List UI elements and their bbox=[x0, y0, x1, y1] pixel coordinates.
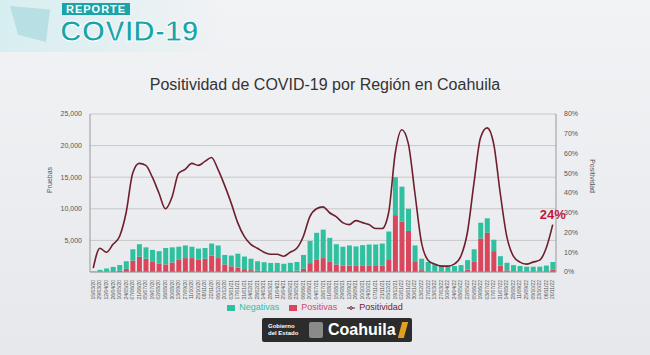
svg-text:16/01/22: 16/01/22 bbox=[405, 280, 411, 300]
svg-text:24/10/21: 24/10/21 bbox=[365, 280, 371, 300]
html-text:Positivas: Positivas bbox=[301, 302, 338, 312]
svg-text:15/08/21: 15/08/21 bbox=[333, 280, 339, 300]
svg-text:08/11/20: 08/11/20 bbox=[201, 280, 207, 299]
svg-text:10%: 10% bbox=[564, 249, 578, 256]
svg-text:04/07/21: 04/07/21 bbox=[313, 280, 319, 300]
svg-text:20,000: 20,000 bbox=[61, 142, 83, 149]
svg-text:09/10/22: 09/10/22 bbox=[530, 280, 536, 300]
svg-text:Pruebas: Pruebas bbox=[46, 166, 53, 193]
svg-text:22/11/20: 22/11/20 bbox=[208, 280, 214, 299]
svg-text:08/05/22: 08/05/22 bbox=[457, 280, 463, 300]
svg-text:11/09/22: 11/09/22 bbox=[516, 280, 522, 299]
svg-text:19/06/22: 19/06/22 bbox=[477, 280, 483, 300]
svg-text:23/05/21: 23/05/21 bbox=[293, 280, 299, 300]
svg-text:10,000: 10,000 bbox=[61, 205, 83, 212]
svg-text:12/04/20: 12/04/20 bbox=[103, 280, 109, 300]
svg-text:21/06/20: 21/06/20 bbox=[136, 280, 142, 300]
svg-text:13/09/20: 13/09/20 bbox=[175, 280, 181, 300]
svg-text:29/08/21: 29/08/21 bbox=[339, 280, 345, 300]
svg-text:16/08/20: 16/08/20 bbox=[162, 280, 168, 300]
svg-text:27/03/22: 27/03/22 bbox=[438, 280, 444, 300]
svg-text:24%: 24% bbox=[540, 207, 566, 222]
svg-text:25/04/21: 25/04/21 bbox=[280, 280, 286, 300]
svg-text:31/07/22: 31/07/22 bbox=[497, 280, 503, 300]
svg-text:30/08/20: 30/08/20 bbox=[169, 280, 175, 300]
svg-text:27/09/20: 27/09/20 bbox=[182, 280, 188, 300]
svg-text:5,000: 5,000 bbox=[64, 237, 82, 244]
svg-text:27/02/22: 27/02/22 bbox=[425, 280, 431, 300]
svg-text:26/04/20: 26/04/20 bbox=[110, 280, 116, 300]
svg-text:06/12/20: 06/12/20 bbox=[215, 280, 221, 300]
svg-text:05/12/21: 05/12/21 bbox=[385, 280, 391, 300]
svg-text:03/01/21: 03/01/21 bbox=[228, 280, 234, 300]
svg-text:19/12/21: 19/12/21 bbox=[392, 280, 398, 300]
svg-text:09/05/21: 09/05/21 bbox=[287, 280, 293, 300]
svg-text:11/04/21: 11/04/21 bbox=[274, 280, 280, 299]
svg-text:12/09/21: 12/09/21 bbox=[346, 280, 352, 300]
svg-text:20/11/22: 20/11/22 bbox=[549, 280, 555, 299]
svg-text:21/11/21: 21/11/21 bbox=[379, 280, 385, 299]
svg-text:14/02/21: 14/02/21 bbox=[247, 280, 253, 300]
svg-text:Positividad: Positividad bbox=[589, 159, 596, 193]
svg-text:26/09/21: 26/09/21 bbox=[352, 280, 358, 300]
svg-text:07/06/20: 07/06/20 bbox=[129, 280, 135, 300]
svg-text:14/03/21: 14/03/21 bbox=[260, 280, 266, 300]
svg-text:24/04/22: 24/04/22 bbox=[451, 280, 457, 300]
svg-text:06/06/21: 06/06/21 bbox=[300, 280, 306, 300]
svg-text:10/04/22: 10/04/22 bbox=[444, 280, 450, 300]
svg-text:30/01/22: 30/01/22 bbox=[411, 280, 417, 300]
svg-text:29/03/20: 29/03/20 bbox=[96, 280, 102, 300]
svg-text:23/10/22: 23/10/22 bbox=[536, 280, 542, 300]
html-text:Positividad: Positividad bbox=[359, 302, 403, 312]
svg-text:10/05/20: 10/05/20 bbox=[116, 280, 122, 300]
svg-text:17/07/22: 17/07/22 bbox=[490, 280, 496, 300]
svg-text:50%: 50% bbox=[564, 170, 578, 177]
svg-text:06/11/22: 06/11/22 bbox=[543, 280, 549, 299]
svg-text:28/03/21: 28/03/21 bbox=[267, 280, 273, 300]
svg-text:15,000: 15,000 bbox=[61, 174, 83, 181]
svg-text:02/01/22: 02/01/22 bbox=[398, 280, 404, 300]
svg-text:14/08/22: 14/08/22 bbox=[503, 280, 509, 300]
svg-text:07/11/21: 07/11/21 bbox=[372, 280, 378, 299]
svg-text:11/10/20: 11/10/20 bbox=[188, 280, 194, 299]
svg-text:70%: 70% bbox=[564, 130, 578, 137]
svg-text:28/02/21: 28/02/21 bbox=[254, 280, 260, 300]
svg-text:18/07/21: 18/07/21 bbox=[320, 280, 326, 300]
svg-text:17/01/21: 17/01/21 bbox=[234, 280, 240, 300]
svg-text:10/10/21: 10/10/21 bbox=[359, 280, 365, 300]
svg-text:25/10/20: 25/10/20 bbox=[195, 280, 201, 300]
svg-text:0%: 0% bbox=[564, 268, 574, 275]
svg-text:28/08/22: 28/08/22 bbox=[510, 280, 516, 300]
svg-text:30%: 30% bbox=[564, 209, 578, 216]
svg-text:13/03/22: 13/03/22 bbox=[431, 280, 437, 300]
svg-text:13/02/22: 13/02/22 bbox=[418, 280, 424, 300]
svg-text:03/07/22: 03/07/22 bbox=[484, 280, 490, 300]
svg-text:80%: 80% bbox=[564, 110, 578, 117]
html-text:Positividad de COVID-19 por Re: Positividad de COVID-19 por Región en Co… bbox=[149, 76, 501, 93]
svg-text:20/06/21: 20/06/21 bbox=[306, 280, 312, 300]
svg-text:25/09/22: 25/09/22 bbox=[523, 280, 529, 300]
html-text:REPORTE: REPORTE bbox=[66, 3, 127, 15]
svg-text:19/07/20: 19/07/20 bbox=[149, 280, 155, 300]
svg-text:25,000: 25,000 bbox=[61, 110, 83, 117]
html-text:COVID-19: COVID-19 bbox=[60, 14, 199, 47]
svg-text:05/06/22: 05/06/22 bbox=[471, 280, 477, 300]
svg-text:20%: 20% bbox=[564, 229, 578, 236]
svg-text:02/08/20: 02/08/20 bbox=[155, 280, 161, 300]
html-text:Negativas: Negativas bbox=[239, 302, 280, 312]
svg-text:05/07/20: 05/07/20 bbox=[142, 280, 148, 300]
html-text:Gobierno del Estado: Gobierno del Estado bbox=[268, 323, 299, 336]
html-text:Coahuila: Coahuila bbox=[328, 321, 396, 338]
svg-text:40%: 40% bbox=[564, 189, 578, 196]
svg-text:01/08/21: 01/08/21 bbox=[326, 280, 332, 300]
svg-text:20/12/20: 20/12/20 bbox=[221, 280, 227, 300]
svg-text:15/03/20: 15/03/20 bbox=[90, 280, 96, 300]
svg-text:31/01/21: 31/01/21 bbox=[241, 280, 247, 300]
svg-text:22/05/22: 22/05/22 bbox=[464, 280, 470, 300]
svg-text:60%: 60% bbox=[564, 150, 578, 157]
svg-text:24/05/20: 24/05/20 bbox=[123, 280, 129, 300]
